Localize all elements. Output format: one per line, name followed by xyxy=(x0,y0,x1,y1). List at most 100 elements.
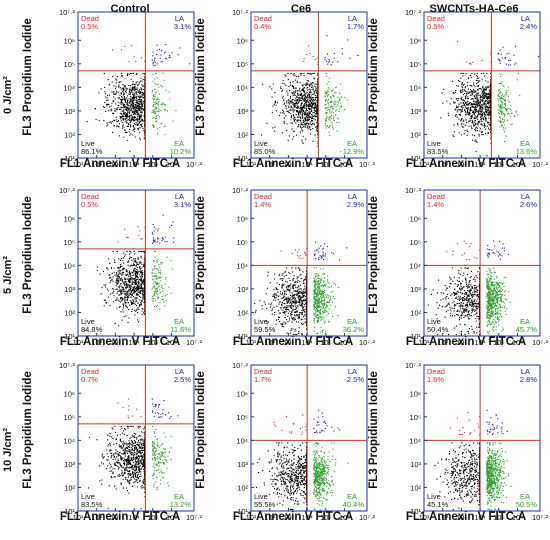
data-point xyxy=(294,95,296,97)
data-point xyxy=(308,123,310,125)
data-point xyxy=(300,108,302,110)
data-point xyxy=(305,276,307,278)
data-point xyxy=(453,135,455,137)
data-point xyxy=(133,270,135,272)
data-point xyxy=(153,109,155,111)
data-point xyxy=(309,97,311,99)
data-point xyxy=(312,87,314,89)
data-point xyxy=(294,296,296,298)
data-point xyxy=(304,94,306,96)
data-point xyxy=(282,97,284,99)
data-point xyxy=(489,111,491,113)
data-point xyxy=(125,115,127,117)
data-point xyxy=(464,98,466,100)
data-point xyxy=(469,63,471,65)
data-point xyxy=(137,282,139,284)
data-point xyxy=(332,61,334,63)
data-point xyxy=(118,258,120,260)
data-point xyxy=(143,97,145,99)
data-point xyxy=(129,117,131,119)
data-point xyxy=(335,92,337,94)
data-point xyxy=(121,274,123,276)
data-point xyxy=(107,268,109,270)
data-point xyxy=(475,151,477,153)
data-point xyxy=(470,125,472,127)
data-point xyxy=(312,82,314,84)
data-point xyxy=(120,300,122,302)
data-point xyxy=(140,112,142,114)
data-point xyxy=(331,101,333,103)
data-point xyxy=(338,102,340,104)
data-point xyxy=(155,117,157,119)
data-point xyxy=(473,117,475,119)
data-point xyxy=(480,95,482,97)
data-point xyxy=(461,108,463,110)
data-point xyxy=(499,62,501,64)
data-point xyxy=(507,90,509,92)
data-point xyxy=(306,126,308,128)
data-point xyxy=(137,103,139,105)
data-point xyxy=(274,293,276,295)
data-point xyxy=(126,286,128,288)
data-point xyxy=(277,318,279,320)
data-point xyxy=(154,275,156,277)
data-point xyxy=(303,105,305,107)
data-point xyxy=(294,328,296,330)
scatter-series-live xyxy=(261,72,319,147)
data-point xyxy=(311,113,313,115)
data-point xyxy=(164,240,166,242)
data-point xyxy=(137,307,139,309)
data-point xyxy=(123,107,125,109)
data-point xyxy=(315,106,317,108)
data-point xyxy=(296,290,298,292)
data-point xyxy=(498,100,500,102)
data-point xyxy=(488,101,490,103)
data-point xyxy=(306,91,308,93)
data-point xyxy=(470,77,472,79)
data-point xyxy=(135,283,137,285)
data-point xyxy=(305,104,307,106)
data-point xyxy=(303,323,305,325)
data-point xyxy=(139,292,141,294)
data-point xyxy=(280,308,282,310)
data-point xyxy=(475,95,477,97)
data-point xyxy=(472,120,474,122)
data-point xyxy=(508,64,510,66)
x-tick-label: 10² xyxy=(91,160,102,169)
data-point xyxy=(468,120,470,122)
data-point xyxy=(151,297,153,299)
data-point xyxy=(124,101,126,103)
data-point xyxy=(324,90,326,92)
data-point xyxy=(357,54,359,56)
data-point xyxy=(125,288,127,290)
data-point xyxy=(289,98,291,100)
data-point xyxy=(153,95,155,97)
data-point xyxy=(165,89,167,91)
data-point xyxy=(455,115,457,117)
data-point xyxy=(309,90,311,92)
data-point xyxy=(122,84,124,86)
data-point xyxy=(480,111,482,113)
data-point xyxy=(304,107,306,109)
data-point xyxy=(128,123,130,125)
data-point xyxy=(483,111,485,113)
quadrant-value-early-apoptotic: 10.2% xyxy=(170,147,192,156)
data-point xyxy=(133,250,135,252)
data-point xyxy=(115,86,117,88)
data-point xyxy=(483,93,485,95)
data-point xyxy=(291,292,293,294)
data-point xyxy=(122,273,124,275)
data-point xyxy=(499,117,501,119)
data-point xyxy=(514,115,516,117)
data-point xyxy=(136,274,138,276)
data-point xyxy=(294,294,296,296)
data-point xyxy=(481,108,483,110)
data-point xyxy=(313,97,315,99)
data-point xyxy=(127,73,129,75)
data-point xyxy=(470,104,472,106)
data-point xyxy=(324,92,326,94)
data-point xyxy=(302,110,304,112)
data-point xyxy=(316,91,318,93)
data-point xyxy=(136,288,138,290)
data-point xyxy=(133,105,135,107)
